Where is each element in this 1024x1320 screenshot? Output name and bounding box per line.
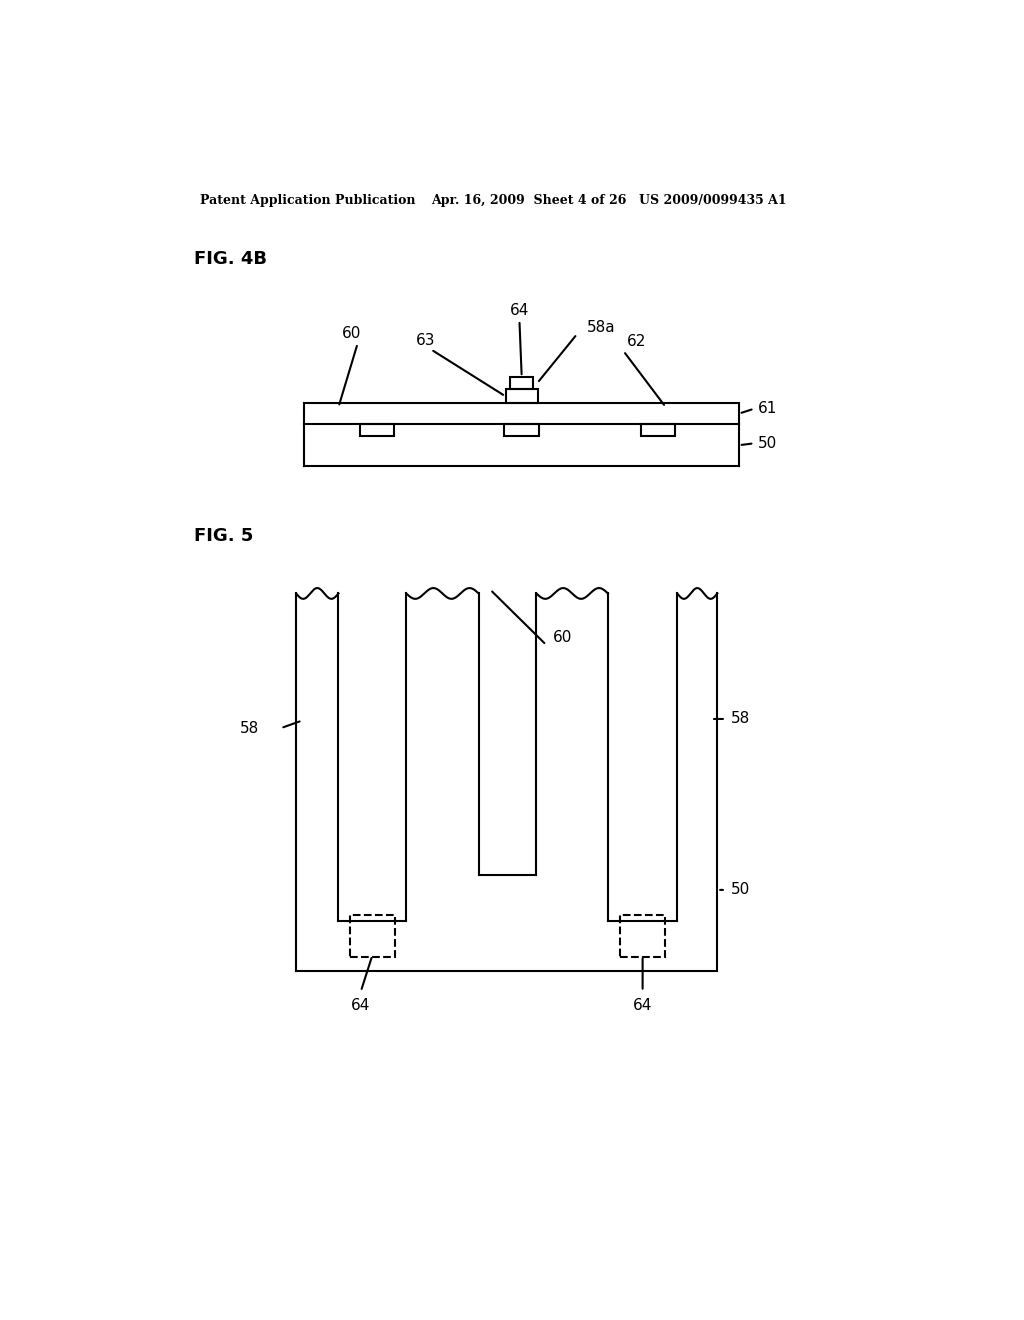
Text: 61: 61 [758, 401, 777, 416]
Text: Patent Application Publication: Patent Application Publication [200, 194, 416, 207]
Text: 50: 50 [758, 436, 777, 451]
Bar [359, 424, 394, 437]
Text: Apr. 16, 2009  Sheet 4 of 26: Apr. 16, 2009 Sheet 4 of 26 [431, 194, 627, 207]
Text: 62: 62 [628, 334, 646, 350]
Text: FIG. 5: FIG. 5 [194, 527, 253, 545]
Text: FIG. 4B: FIG. 4B [194, 249, 266, 268]
Text: 58: 58 [731, 711, 751, 726]
Text: 64: 64 [510, 304, 529, 318]
Text: 60: 60 [553, 630, 571, 645]
Bar [641, 424, 676, 437]
Text: 58: 58 [241, 721, 259, 735]
Text: US 2009/0099435 A1: US 2009/0099435 A1 [639, 194, 786, 207]
Text: 60: 60 [342, 326, 361, 342]
Bar [621, 915, 665, 957]
Text: 64: 64 [633, 998, 652, 1012]
Text: 63: 63 [416, 334, 435, 348]
Bar [350, 915, 394, 957]
Bar [506, 389, 538, 404]
Text: 50: 50 [731, 882, 751, 898]
Text: 64: 64 [351, 998, 371, 1012]
Text: 58a: 58a [587, 321, 615, 335]
Bar [510, 378, 534, 389]
Bar [505, 424, 539, 437]
